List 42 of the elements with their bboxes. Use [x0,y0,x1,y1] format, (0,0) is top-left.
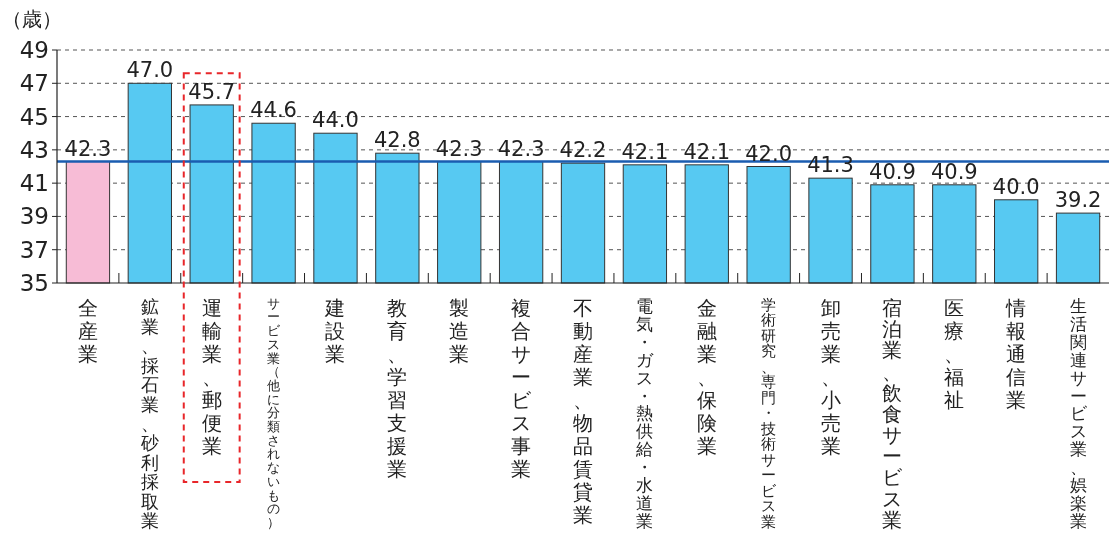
x-tick-label: 全産業 [77,296,98,366]
x-tick-label: 複合サービス事業 [511,296,533,481]
x-tick-label: 情報通信業 [1005,296,1027,412]
data-label: 44.6 [250,98,297,123]
y-tick-label: 49 [19,37,49,63]
category-label: 不動産業、物品賃貸業 [573,296,593,527]
data-label: 42.8 [373,128,421,153]
x-tick-label: 運輸業、郵便業 [201,296,222,458]
data-label: 45.7 [188,79,236,104]
data-label: 42.3 [435,136,483,161]
data-label: 42.1 [683,139,731,164]
category-label: 電気・ガス・熱供給・水道業 [636,295,654,531]
y-tick-label: 47 [19,70,49,97]
y-tick-label: 43 [19,136,49,163]
data-label: 47.0 [126,58,174,83]
category-label: 鉱業、採石業、砂利採取業 [140,296,159,531]
x-tick-label: 金融業、保険業 [696,296,717,458]
y-tick-label: 37 [19,236,49,263]
y-axis-title: （歳） [2,7,62,31]
x-tick-label: 医療、福祉 [944,296,965,412]
data-label: 42.2 [559,138,607,163]
category-label: 生活関連サービス業、娯楽業 [1069,295,1087,531]
data-label: 42.3 [64,136,112,161]
category-label: 宿泊業、飲食サービス業 [882,296,903,532]
data-label: 42.1 [621,139,669,164]
data-label: 40.0 [992,174,1040,199]
y-tick-label: 41 [19,170,49,197]
y-tick-label: 35 [19,270,49,296]
y-tick-label: 45 [19,103,49,130]
data-label: 40.9 [869,159,916,184]
data-label: 40.9 [930,159,978,184]
category-label: 学術研究、専門・技術サービス業 [761,296,777,530]
x-tick-label: 卸売業、小売業 [820,296,841,458]
data-label: 44.0 [312,108,359,133]
x-tick-label: 教育、学習支援業 [387,296,408,481]
x-tick-label: 建設業 [324,296,346,366]
x-tick-label: 製造業 [449,296,470,366]
data-label: 39.2 [1054,188,1102,213]
category-label: サービス業（他に分類されないもの） [267,295,281,530]
y-tick-label: 39 [19,203,49,230]
data-label: 42.3 [497,136,545,161]
data-label: 42.0 [745,141,793,166]
